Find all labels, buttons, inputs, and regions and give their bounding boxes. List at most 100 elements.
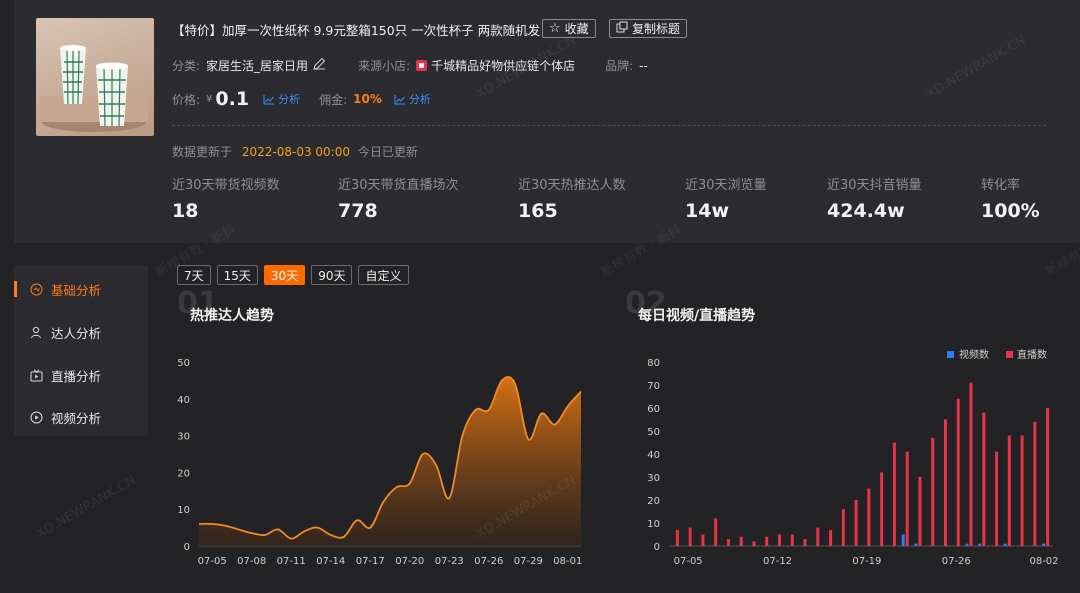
bar-live-count xyxy=(765,536,769,546)
stat-videos: 近30天带货视频数 18 xyxy=(172,174,280,222)
sidebar-item-label: 直播分析 xyxy=(51,369,102,384)
sidebar-item-video[interactable]: 视频分析 xyxy=(30,408,101,427)
edit-icon[interactable] xyxy=(312,57,326,74)
stat-conversion: 转化率 100% xyxy=(981,174,1040,222)
stat-label: 近30天浏览量 xyxy=(685,178,767,193)
bar-live-count xyxy=(880,472,884,546)
bar-live-count xyxy=(892,442,896,546)
collect-label: 收藏 xyxy=(564,22,589,36)
bar-live-count xyxy=(982,412,986,546)
x-tick-label: 07-26 xyxy=(942,556,971,567)
tab-90-days[interactable]: 90天 xyxy=(311,265,353,285)
commission-analysis-link[interactable]: 分析 xyxy=(394,91,431,107)
price-analysis-link[interactable]: 分析 xyxy=(263,91,300,107)
stat-value: 778 xyxy=(338,200,378,222)
trend-chart-icon xyxy=(394,94,405,104)
y-tick-label: 80 xyxy=(647,358,660,369)
shop-value[interactable]: 千城精品好物供应链个体店 xyxy=(431,59,576,73)
bar-live-count xyxy=(688,527,692,546)
x-tick-label: 07-05 xyxy=(674,556,703,567)
y-tick-label: 20 xyxy=(177,468,190,479)
stat-label: 近30天带货直播场次 xyxy=(338,178,459,193)
bar-live-count xyxy=(701,534,705,546)
brand-label: 品牌: xyxy=(605,59,634,73)
bar-video-count xyxy=(1003,543,1007,546)
x-tick-label: 07-14 xyxy=(316,556,345,567)
sidebar-item-influencer[interactable]: 达人分析 xyxy=(30,323,101,342)
active-indicator xyxy=(14,281,17,297)
stat-value: 14w xyxy=(685,200,729,222)
sidebar-item-live[interactable]: 直播分析 xyxy=(30,366,101,385)
legend-swatch-video xyxy=(947,351,954,358)
stat-value: 424.4w xyxy=(827,200,905,222)
update-label: 数据更新于 xyxy=(172,145,233,159)
tab-7-days[interactable]: 7天 xyxy=(177,265,211,285)
category-value[interactable]: 家居生活_居家日用 xyxy=(206,59,309,73)
sidebar-item-basic[interactable]: 基础分析 xyxy=(30,280,101,299)
sidebar-item-label: 基础分析 xyxy=(51,283,102,298)
shop-icon xyxy=(416,60,428,71)
user-icon xyxy=(31,326,41,339)
legend-label-video: 视频数 xyxy=(959,348,989,361)
price-value: 0.1 xyxy=(215,88,250,110)
commission-value: 10% xyxy=(353,92,382,106)
analysis-sidebar: 基础分析 达人分析 直播分析 视频分析 xyxy=(14,266,148,436)
tab-30-days[interactable]: 30天 xyxy=(263,265,306,285)
bar-video-count xyxy=(978,543,982,546)
stat-label: 近30天抖音销量 xyxy=(827,178,922,193)
update-info: 数据更新于 2022-08-03 00:00 今日已更新 xyxy=(172,143,418,160)
price-currency: ¥ xyxy=(206,93,213,105)
price-label: 价格: xyxy=(172,92,201,107)
copy-icon xyxy=(616,21,628,36)
copy-title-label: 复制标题 xyxy=(632,22,681,36)
bar-live-count xyxy=(803,539,807,546)
tab-custom[interactable]: 自定义 xyxy=(358,265,409,285)
bar-live-count xyxy=(1007,435,1011,546)
category-label: 分类: xyxy=(172,59,201,73)
y-tick-label: 20 xyxy=(647,496,660,507)
chart-1-index: 01 xyxy=(177,286,219,321)
bar-video-count xyxy=(965,543,969,546)
bar-live-count xyxy=(969,382,973,546)
play-circle-icon xyxy=(30,411,43,424)
price-row: 价格: ¥ 0.1 分析 佣金: 10% 分析 xyxy=(172,88,431,110)
watermark: XD.NEWRANK.CN xyxy=(33,472,139,543)
bar-live-count xyxy=(739,536,743,546)
product-image[interactable] xyxy=(36,18,154,136)
bar-live-count xyxy=(1046,408,1050,546)
commission-label: 佣金: xyxy=(319,92,348,107)
bar-live-count xyxy=(841,509,845,546)
chart-2-index: 02 xyxy=(625,286,667,321)
divider xyxy=(172,125,1046,126)
y-tick-label: 50 xyxy=(647,427,660,438)
bar-live-count xyxy=(752,541,756,546)
legend-swatch-live xyxy=(1006,351,1013,358)
live-tv-icon xyxy=(30,369,43,382)
bar-live-count xyxy=(905,451,909,546)
stat-value: 100% xyxy=(981,200,1040,222)
product-header-panel: 【特价】加厚一次性纸杯 9.9元整箱150只 一次性杯子 两款随机发 ☆ 收藏 … xyxy=(14,0,1080,243)
bar-live-count xyxy=(816,527,820,546)
stat-views: 近30天浏览量 14w xyxy=(685,174,767,222)
shop-label: 来源小店: xyxy=(358,59,411,73)
bar-live-count xyxy=(931,437,935,546)
y-tick-label: 40 xyxy=(647,450,660,461)
tab-15-days[interactable]: 15天 xyxy=(216,265,258,285)
bar-live-count xyxy=(829,529,833,546)
bar-video-count xyxy=(901,534,905,546)
bar-live-count xyxy=(854,500,858,546)
x-tick-label: 07-11 xyxy=(277,556,306,567)
copy-title-button[interactable]: 复制标题 xyxy=(609,19,688,38)
chart-1-title: 热推达人趋势 xyxy=(190,308,274,324)
y-tick-label: 50 xyxy=(177,358,190,369)
y-tick-label: 10 xyxy=(647,519,660,530)
collect-button[interactable]: ☆ 收藏 xyxy=(542,19,596,38)
update-time: 2022-08-03 00:00 xyxy=(241,145,350,159)
watermark: XD.NEWRANK.CN xyxy=(473,472,579,543)
paper-cup-illustration xyxy=(40,45,148,132)
sidebar-item-label: 视频分析 xyxy=(51,411,102,426)
bar-live-count xyxy=(714,518,718,546)
product-title: 【特价】加厚一次性纸杯 9.9元整箱150只 一次性杯子 两款随机发 xyxy=(172,23,541,38)
bar-live-count xyxy=(778,534,782,546)
x-tick-label: 07-17 xyxy=(356,556,385,567)
